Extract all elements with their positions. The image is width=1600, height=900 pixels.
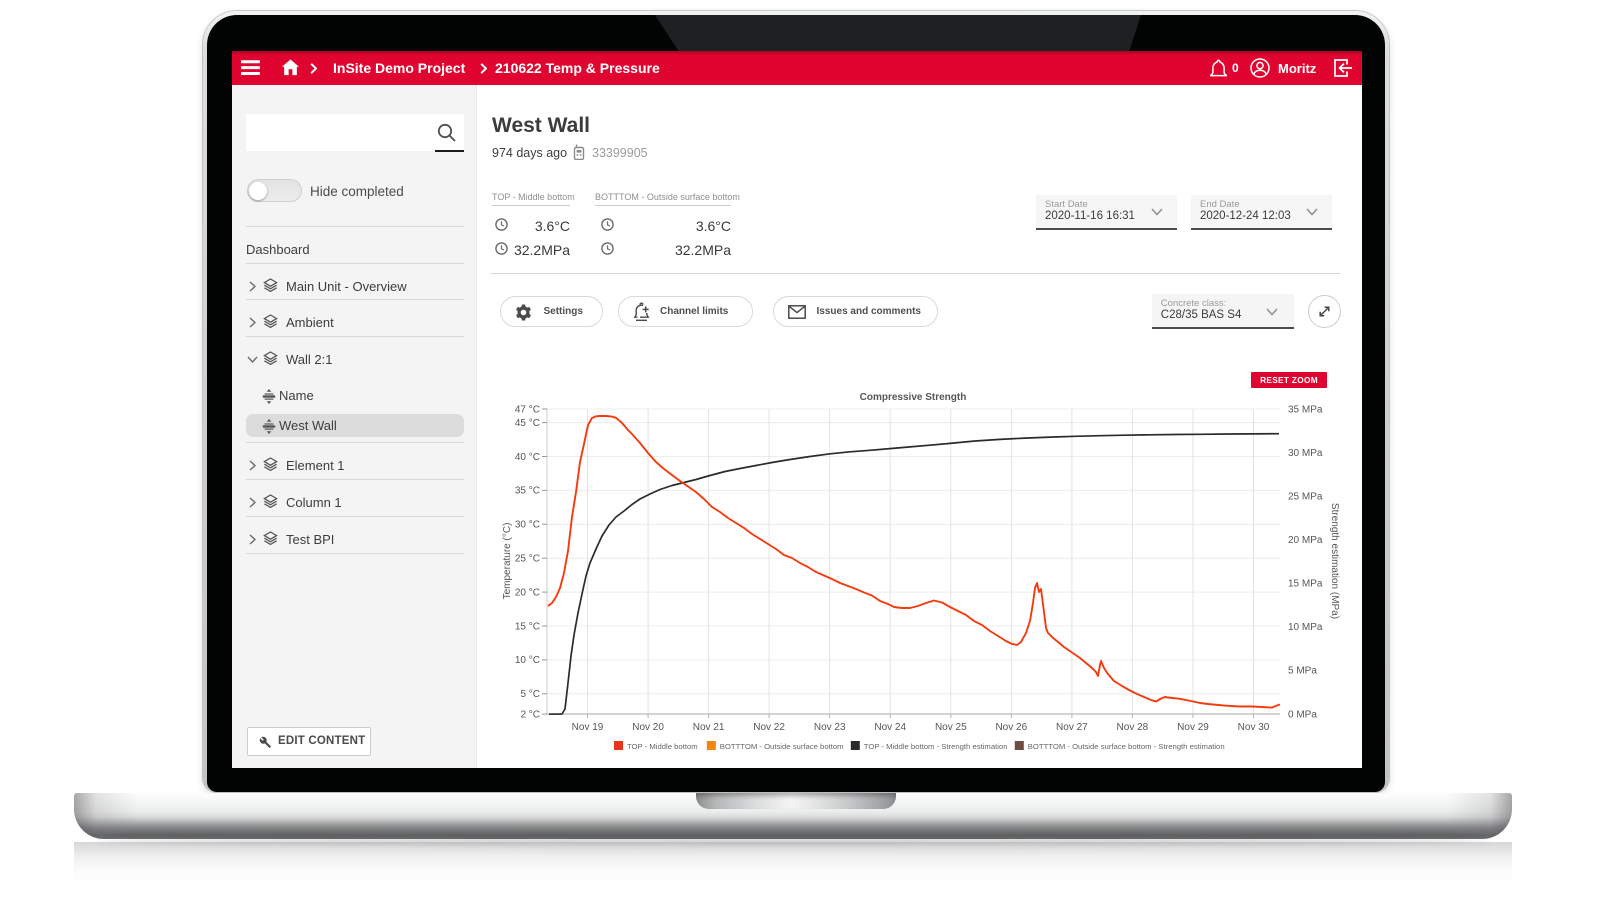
- svg-text:Nov 25: Nov 25: [935, 722, 967, 733]
- svg-text:Nov 28: Nov 28: [1117, 722, 1149, 733]
- svg-text:Nov 29: Nov 29: [1177, 722, 1209, 733]
- svg-text:30 MPa: 30 MPa: [1288, 448, 1323, 459]
- svg-text:5 °C: 5 °C: [520, 689, 540, 700]
- svg-text:Strength estimation (MPa): Strength estimation (MPa): [1329, 503, 1340, 619]
- svg-text:40 °C: 40 °C: [515, 452, 540, 463]
- svg-text:Nov 19: Nov 19: [572, 722, 604, 733]
- svg-text:Nov 23: Nov 23: [814, 722, 846, 733]
- svg-text:15 °C: 15 °C: [515, 621, 540, 632]
- svg-text:10 °C: 10 °C: [515, 655, 540, 666]
- svg-text:47 °C: 47 °C: [515, 404, 540, 415]
- svg-text:Nov 24: Nov 24: [874, 722, 906, 733]
- svg-text:2 °C: 2 °C: [520, 709, 540, 720]
- svg-text:Compressive Strength: Compressive Strength: [860, 392, 967, 403]
- svg-text:TOP - Middle bottom: TOP - Middle bottom: [627, 742, 698, 751]
- svg-text:35 MPa: 35 MPa: [1288, 404, 1323, 415]
- svg-text:Nov 30: Nov 30: [1238, 722, 1270, 733]
- svg-text:Nov 21: Nov 21: [693, 722, 725, 733]
- svg-text:Nov 26: Nov 26: [995, 722, 1027, 733]
- svg-text:25 °C: 25 °C: [515, 554, 540, 565]
- svg-text:25 MPa: 25 MPa: [1288, 491, 1323, 502]
- svg-text:20 MPa: 20 MPa: [1288, 535, 1323, 546]
- svg-text:5 MPa: 5 MPa: [1288, 666, 1317, 677]
- svg-text:10 MPa: 10 MPa: [1288, 622, 1323, 633]
- svg-text:Temperature (°C): Temperature (°C): [502, 523, 513, 600]
- svg-text:BOTTTOM - Outside surface bott: BOTTTOM - Outside surface bottom: [720, 742, 844, 751]
- svg-text:15 MPa: 15 MPa: [1288, 579, 1323, 590]
- svg-text:30 °C: 30 °C: [515, 520, 540, 531]
- svg-text:Nov 22: Nov 22: [753, 722, 785, 733]
- svg-text:TOP - Middle bottom - Strengt: TOP - Middle bottom - Strength estimatio…: [864, 742, 1008, 751]
- svg-text:BOTTTOM - Outside surface bott: BOTTTOM - Outside surface bottom - Stren…: [1028, 742, 1225, 751]
- svg-text:45 °C: 45 °C: [515, 418, 540, 429]
- svg-text:20 °C: 20 °C: [515, 587, 540, 598]
- svg-text:Nov 20: Nov 20: [632, 722, 664, 733]
- svg-text:35 °C: 35 °C: [515, 486, 540, 497]
- svg-text:0 MPa: 0 MPa: [1288, 709, 1317, 720]
- svg-text:Nov 27: Nov 27: [1056, 722, 1088, 733]
